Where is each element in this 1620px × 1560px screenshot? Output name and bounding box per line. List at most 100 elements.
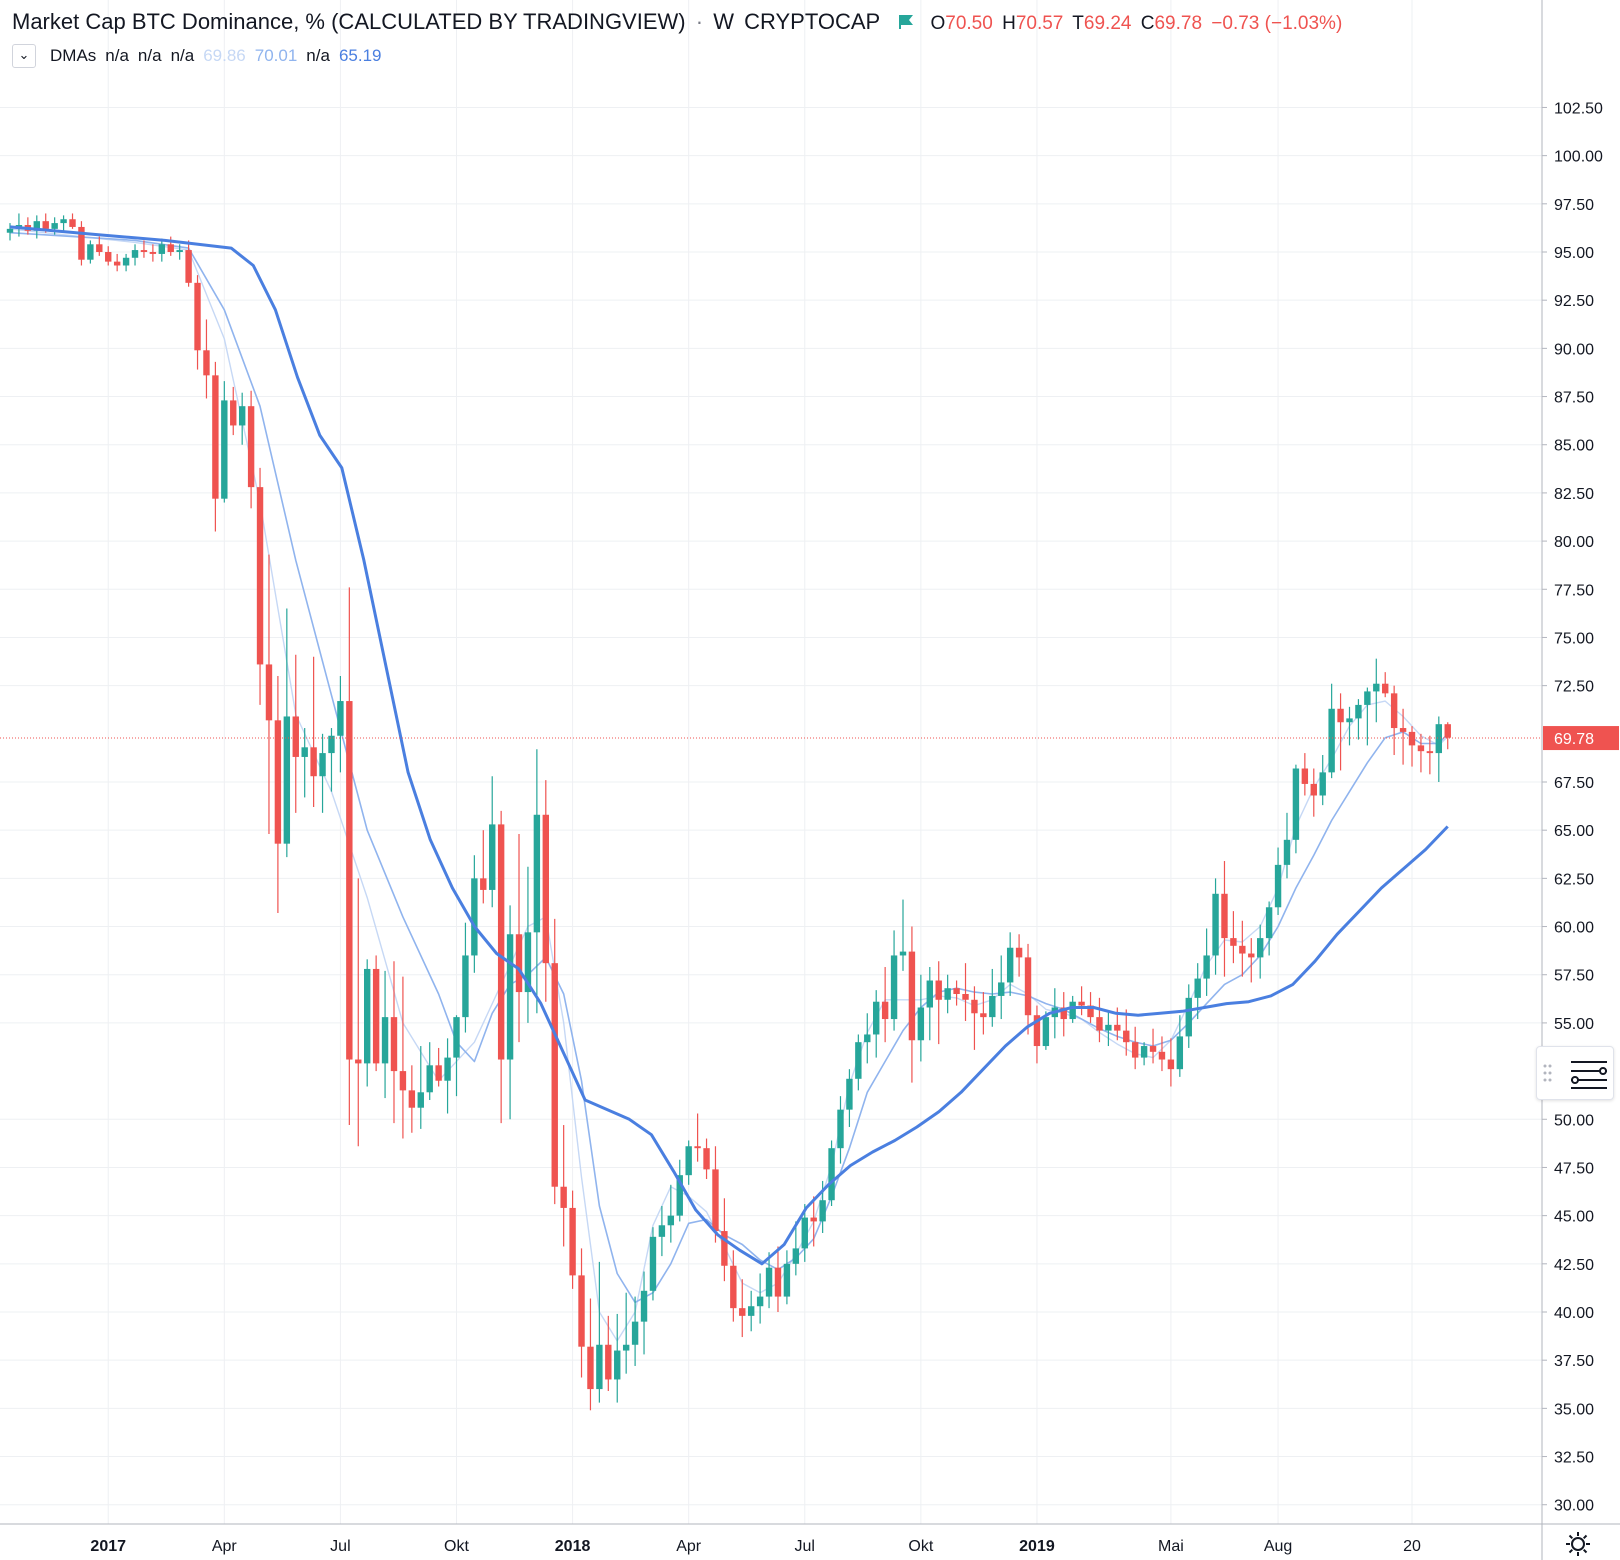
candle-body	[131, 250, 139, 258]
candle-body	[78, 226, 85, 260]
time-axis[interactable]: 2017 Apr Jul Okt 2018 Apr Jul Okt 2019 Mai Aug 20	[90, 1538, 1421, 1555]
candle-body	[569, 1207, 576, 1276]
candle	[783, 1250, 791, 1305]
candle-body	[51, 223, 58, 229]
candle	[1096, 997, 1103, 1043]
candle-body	[837, 1109, 844, 1149]
candle-body	[1033, 1015, 1041, 1047]
candle	[774, 1246, 782, 1312]
candle-body	[587, 1346, 594, 1390]
candle	[24, 217, 32, 235]
candle	[408, 1065, 416, 1133]
candle-body	[756, 1296, 764, 1307]
candle-body	[926, 980, 933, 1008]
x-tick-label: Mai	[1158, 1538, 1184, 1555]
candle-body	[471, 878, 478, 956]
candle	[203, 319, 210, 399]
candle-body	[980, 1013, 987, 1018]
candle	[1435, 716, 1442, 782]
candle-body	[319, 753, 326, 777]
candle-body	[667, 1215, 675, 1226]
candle	[346, 587, 353, 1126]
candle	[292, 654, 299, 813]
candle-body	[1364, 691, 1371, 705]
candle	[176, 244, 183, 260]
candle-body	[42, 221, 49, 229]
chevron-down-icon[interactable]: ⌄	[12, 44, 36, 68]
menu-lines-icon	[1543, 1061, 1607, 1089]
candle	[212, 361, 219, 532]
candle-body	[685, 1146, 692, 1176]
candle	[462, 922, 469, 1033]
moving-average-thin	[9, 228, 1449, 1342]
candle-body	[417, 1092, 424, 1108]
candle	[614, 1313, 621, 1403]
candle	[765, 1252, 773, 1309]
candle	[310, 656, 317, 808]
candle-body	[310, 747, 317, 777]
candle	[140, 240, 148, 258]
candle	[1069, 995, 1076, 1023]
candle-body	[1087, 1005, 1094, 1018]
candle-body	[274, 720, 282, 844]
candle	[694, 1113, 701, 1162]
candle	[1399, 708, 1407, 765]
candle-body	[908, 951, 916, 1041]
last-price-label: 69.78	[1554, 731, 1594, 748]
y-tick-label: 40.00	[1554, 1305, 1594, 1322]
change-value: −0.73 (−1.03%)	[1211, 13, 1343, 34]
candle-body	[873, 1001, 880, 1035]
candle-body	[33, 221, 40, 231]
candle	[676, 1159, 683, 1222]
candle	[1149, 1028, 1157, 1064]
candle	[1248, 938, 1255, 983]
candle-body	[640, 1290, 648, 1322]
candle-body	[1015, 947, 1023, 958]
gear-icon[interactable]	[1564, 1530, 1592, 1558]
candle	[622, 1292, 630, 1374]
y-tick-label: 30.00	[1554, 1498, 1594, 1515]
candle	[756, 1273, 764, 1324]
y-tick-label: 72.50	[1554, 679, 1594, 696]
candle-body	[774, 1267, 782, 1297]
candle-body	[739, 1308, 746, 1316]
candle	[971, 986, 978, 1050]
x-tick-label: Aug	[1264, 1538, 1292, 1555]
candle-body	[1194, 978, 1201, 998]
candle-body	[203, 350, 210, 376]
candle-body	[578, 1275, 585, 1347]
candle-body	[1123, 1030, 1130, 1043]
candle-body	[1265, 907, 1273, 939]
candle-body	[1444, 724, 1451, 738]
candle-body	[721, 1231, 728, 1266]
candle	[238, 392, 246, 445]
candle	[685, 1140, 692, 1185]
candle	[506, 905, 514, 1120]
y-tick-label: 102.50	[1554, 100, 1603, 117]
object-tree-button[interactable]	[1536, 1046, 1614, 1100]
candle	[1060, 992, 1067, 1037]
candle-body	[453, 1017, 460, 1058]
candle	[712, 1146, 719, 1243]
candle-body	[1408, 731, 1416, 746]
candle-body	[971, 999, 978, 1014]
candle-body	[328, 735, 335, 754]
candle	[739, 1279, 746, 1338]
candle	[1417, 733, 1425, 773]
candle	[1382, 672, 1389, 698]
candle	[855, 1034, 862, 1091]
candle	[605, 1315, 612, 1392]
candle-body	[989, 995, 996, 1018]
candle-body	[1248, 953, 1255, 958]
candle	[533, 749, 541, 1014]
candle-body	[1310, 783, 1317, 796]
candle-body	[1337, 708, 1344, 723]
candle-body	[1167, 1059, 1175, 1070]
candle	[372, 955, 380, 1072]
candle	[69, 213, 76, 229]
indicator-value: 65.19	[338, 46, 382, 65]
candle-body	[1239, 945, 1246, 954]
candle-body	[140, 250, 148, 252]
